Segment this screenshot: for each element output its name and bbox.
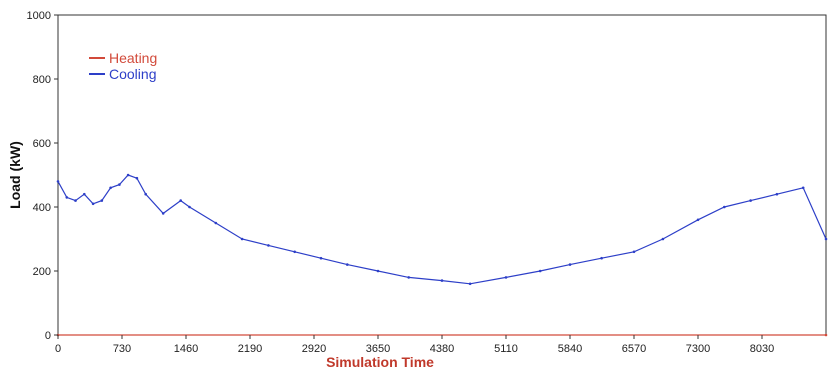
data-point-cooling <box>775 192 779 196</box>
data-point-cooling <box>109 186 112 190</box>
x-tick-label: 8030 <box>750 343 774 355</box>
data-point-heating <box>824 333 828 337</box>
legend: Heating Cooling <box>89 50 157 82</box>
data-point-cooling <box>214 221 218 225</box>
data-point-cooling <box>74 199 77 202</box>
data-point-cooling <box>661 237 665 241</box>
x-tick-label: 5110 <box>494 343 518 355</box>
data-point-cooling <box>161 212 165 215</box>
y-axis: 0 200 400 600 800 1000 <box>27 10 58 342</box>
y-tick-label: 200 <box>33 266 51 278</box>
data-point-cooling <box>240 237 244 241</box>
data-point-cooling <box>440 279 444 282</box>
data-point-cooling <box>376 269 380 273</box>
x-tick-label: 3650 <box>366 343 390 355</box>
x-tick-label: 4380 <box>430 343 454 355</box>
data-point-cooling <box>600 256 603 260</box>
data-point-cooling <box>504 276 508 279</box>
y-tick-label: 400 <box>33 202 51 214</box>
x-tick-label: 5840 <box>558 343 582 355</box>
data-point-cooling <box>749 199 752 202</box>
x-tick-label: 730 <box>113 343 131 355</box>
x-tick-label: 1460 <box>174 343 198 355</box>
data-point-cooling <box>267 244 270 247</box>
data-point-cooling <box>319 256 323 260</box>
data-point-cooling <box>56 180 60 183</box>
data-point-cooling <box>293 250 297 254</box>
data-point-cooling <box>83 192 86 196</box>
plot-area <box>57 14 827 336</box>
y-tick-label: 0 <box>45 330 51 342</box>
x-tick-label: 6570 <box>622 343 646 355</box>
x-tick-label: 2190 <box>238 343 262 355</box>
data-point-cooling <box>468 282 472 286</box>
data-point-cooling <box>144 192 147 196</box>
data-point-cooling <box>179 199 182 202</box>
data-point-cooling <box>135 176 139 180</box>
data-point-cooling <box>696 218 700 222</box>
data-point-cooling <box>568 263 572 266</box>
x-tick-label: 7300 <box>686 343 710 355</box>
y-axis-title: Load (kW) <box>7 141 23 209</box>
x-tick-label: 2920 <box>302 343 326 355</box>
data-point-cooling <box>100 199 104 202</box>
data-point-cooling <box>538 269 542 273</box>
data-point-cooling <box>126 173 130 177</box>
legend-cooling-label: Cooling <box>109 66 156 82</box>
legend-heating-label: Heating <box>109 50 157 66</box>
y-tick-label: 1000 <box>27 10 51 22</box>
data-point-cooling <box>632 250 636 254</box>
data-point-cooling <box>91 202 95 206</box>
y-tick-label: 800 <box>33 74 51 86</box>
data-point-cooling <box>188 205 191 209</box>
data-point-cooling <box>65 196 69 199</box>
series-line-cooling <box>57 174 827 285</box>
x-axis-title: Simulation Time <box>326 354 434 370</box>
x-tick-label: 0 <box>55 343 61 355</box>
series-layer <box>56 173 828 337</box>
data-point-cooling <box>824 237 828 241</box>
plot-frame <box>57 14 827 336</box>
y-tick-label: 600 <box>33 138 51 150</box>
data-point-cooling <box>407 276 411 279</box>
data-point-cooling <box>118 183 121 186</box>
data-point-cooling <box>801 186 805 190</box>
data-point-cooling <box>723 205 726 209</box>
x-axis: 0 730 1460 2190 2920 3650 4380 5110 5840 6570 7300… <box>55 335 774 355</box>
data-point-cooling <box>346 263 349 266</box>
